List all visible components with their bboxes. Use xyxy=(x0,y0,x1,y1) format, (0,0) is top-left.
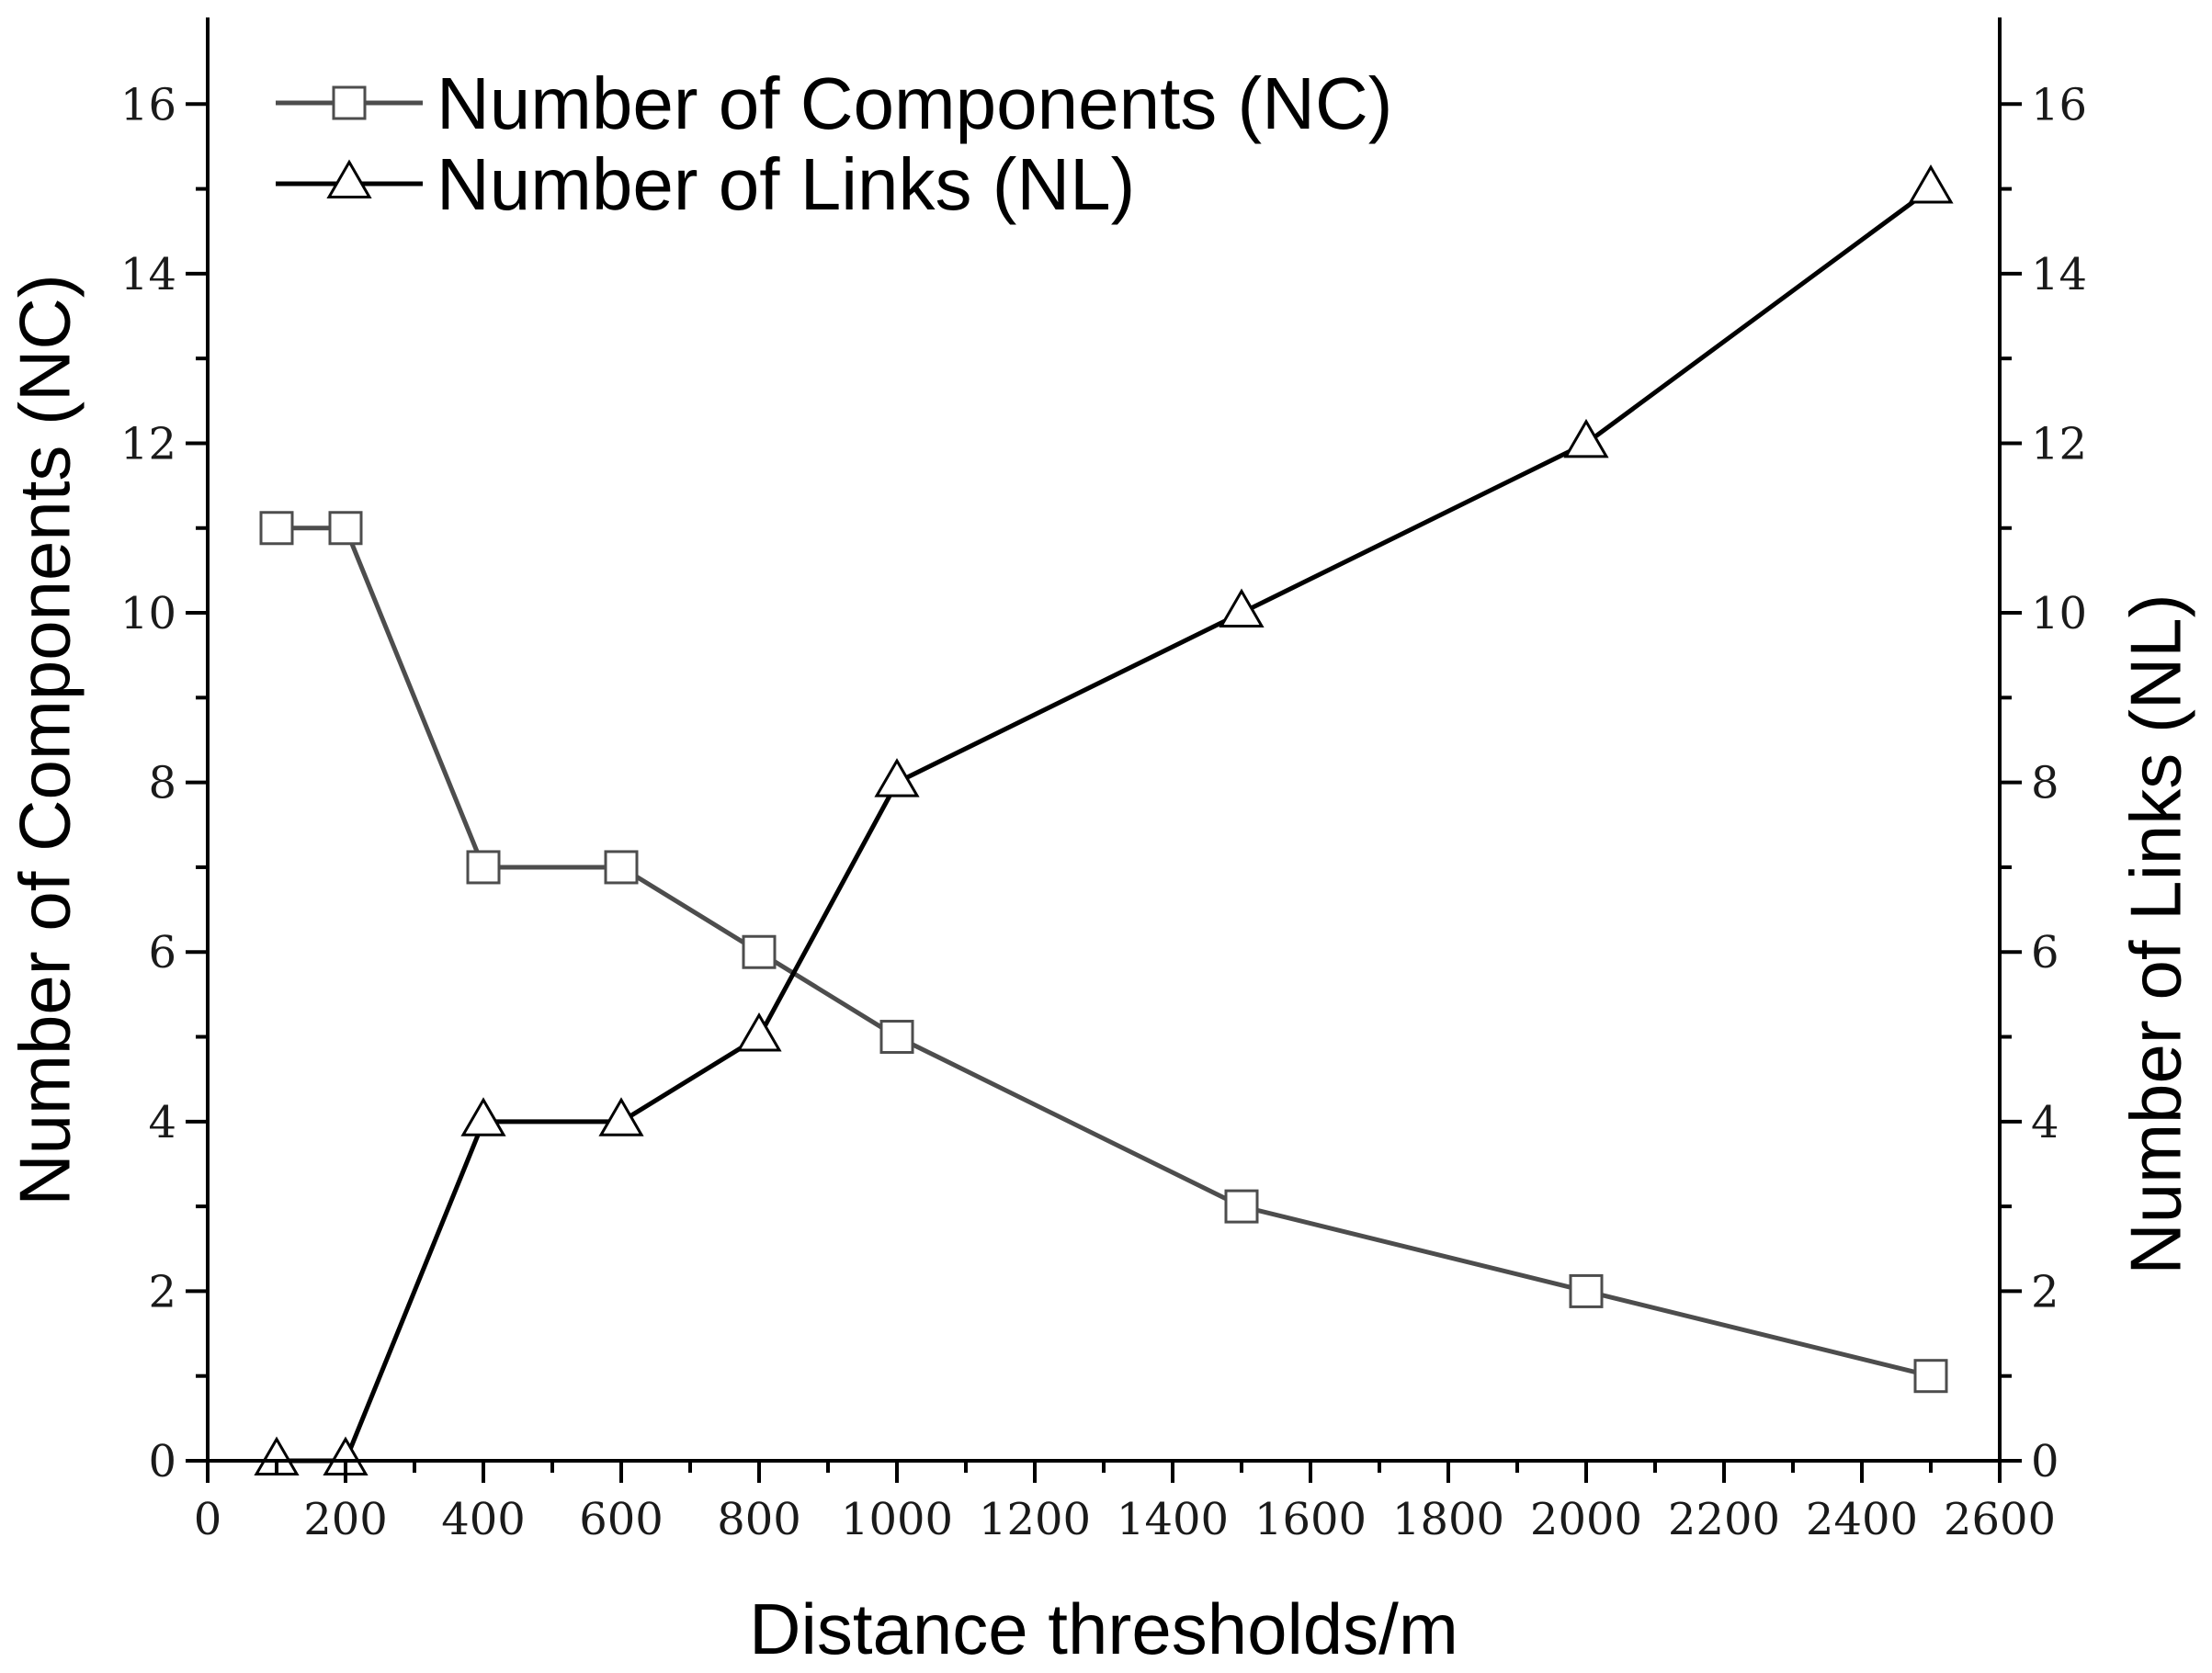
x-tick-label: 2000 xyxy=(1530,1494,1642,1545)
x-tick-label: 400 xyxy=(441,1494,526,1545)
data-point-nc xyxy=(1913,1359,1948,1394)
legend: Number of Components (NC) Number of Link… xyxy=(276,62,1392,225)
y-left-tick-label: 10 xyxy=(120,588,176,639)
x-tick-label: 1000 xyxy=(841,1494,953,1545)
y-left-tick-label: 8 xyxy=(148,758,176,809)
y-left-tick-label: 14 xyxy=(120,249,176,300)
x-tick-label: 1400 xyxy=(1117,1494,1229,1545)
data-point-nl xyxy=(460,1097,506,1136)
y-right-tick-label: 6 xyxy=(2031,927,2059,978)
y-left-tick-label: 2 xyxy=(148,1266,176,1317)
data-point-nl xyxy=(598,1097,644,1136)
data-point-nl xyxy=(874,758,920,797)
data-point-nl xyxy=(1219,588,1265,627)
y-right-tick-label: 8 xyxy=(2031,758,2059,809)
ticks xyxy=(186,102,2022,1483)
data-point-nc xyxy=(1569,1273,1604,1308)
y-left-tick-label: 0 xyxy=(148,1436,176,1487)
y-right-tick-label: 12 xyxy=(2031,418,2087,469)
x-tick-label: 1800 xyxy=(1392,1494,1504,1545)
legend-label-nc: Number of Components (NC) xyxy=(437,62,1392,144)
x-tick-label: 600 xyxy=(579,1494,664,1545)
plot-markers xyxy=(254,164,1954,1475)
x-tick-label: 800 xyxy=(717,1494,801,1545)
y-axis-title-left: Number of Components (NC) xyxy=(5,274,85,1205)
y-left-tick-label: 12 xyxy=(120,418,176,469)
legend-item-nl: Number of Links (NL) xyxy=(276,143,1135,225)
data-point-nc xyxy=(604,850,639,885)
y-left-tick-label: 6 xyxy=(148,927,176,978)
data-point-nl xyxy=(1563,418,1609,458)
x-axis-title: Distance thresholds/m xyxy=(749,1588,1458,1669)
tick-labels: 0 200 400 600 800 1000 1200 1400 1600 1800 2000 220… xyxy=(120,79,2087,1545)
legend-label-nl: Number of Links (NL) xyxy=(437,143,1135,225)
y-left-tick-label: 4 xyxy=(148,1097,176,1148)
y-right-tick-label: 0 xyxy=(2031,1436,2059,1487)
x-tick-label: 2600 xyxy=(1944,1494,2056,1545)
y-right-tick-label: 4 xyxy=(2031,1097,2059,1148)
x-tick-label: 2400 xyxy=(1806,1494,1918,1545)
y-right-tick-label: 2 xyxy=(2031,1266,2059,1317)
x-tick-label: 2200 xyxy=(1668,1494,1780,1545)
y-axis-title-right: Number of Links (NL) xyxy=(2116,593,2196,1274)
x-tick-label: 1600 xyxy=(1254,1494,1367,1545)
y-right-tick-label: 16 xyxy=(2031,79,2087,130)
legend-square-marker xyxy=(332,85,367,120)
data-point-nl xyxy=(1908,164,1954,204)
data-point-nc xyxy=(1224,1189,1259,1224)
legend-item-nc: Number of Components (NC) xyxy=(276,62,1392,144)
data-point-nl xyxy=(736,1012,782,1052)
x-tick-label: 0 xyxy=(194,1494,222,1545)
data-point-nc xyxy=(879,1020,914,1055)
data-point-nc xyxy=(259,511,294,546)
data-point-nl xyxy=(254,1436,300,1475)
data-point-nc xyxy=(466,850,501,885)
data-point-nc xyxy=(742,934,777,969)
y-left-tick-label: 16 xyxy=(120,79,176,130)
data-point-nc xyxy=(328,511,363,546)
y-right-tick-label: 14 xyxy=(2031,249,2087,300)
legend-triangle-marker xyxy=(326,159,372,198)
x-tick-label: 200 xyxy=(303,1494,388,1545)
x-tick-label: 1200 xyxy=(979,1494,1091,1545)
y-right-tick-label: 10 xyxy=(2031,588,2087,639)
